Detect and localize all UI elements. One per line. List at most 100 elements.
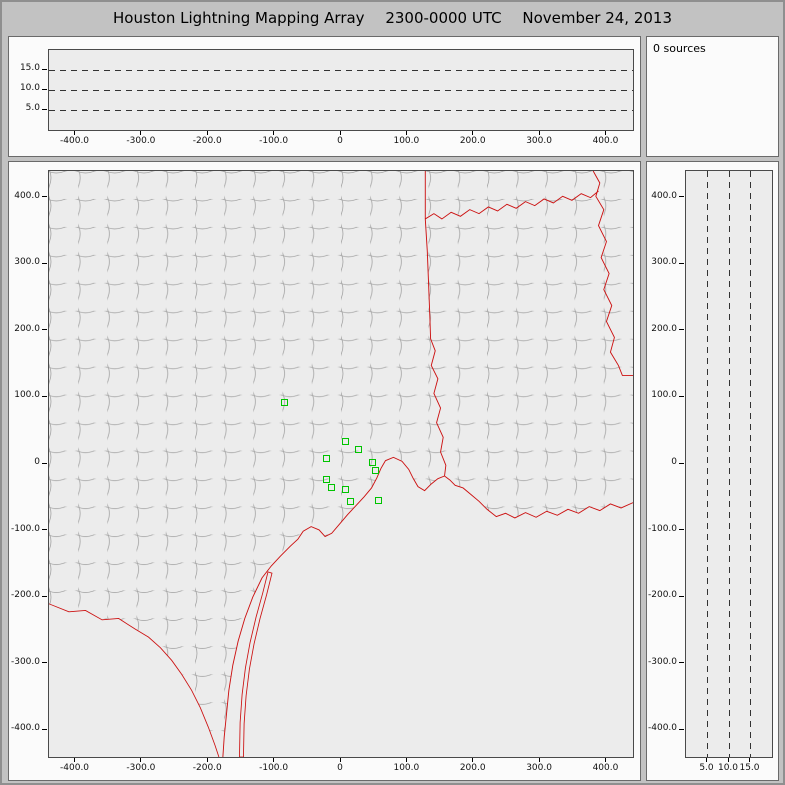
- y-tick-label: 300.0: [651, 257, 677, 268]
- x-tick-mark: [74, 758, 76, 762]
- x-tick-mark: [472, 758, 474, 762]
- lma-station-marker: [322, 475, 330, 483]
- x-tick-label: -300.0: [126, 763, 156, 773]
- y-tick-mark: [42, 529, 47, 531]
- x-tick-label: 300.0: [526, 763, 552, 773]
- x-tick-label: 100.0: [393, 763, 420, 773]
- y-tick-label: -100.0: [648, 523, 678, 534]
- y-tick-mark: [42, 395, 47, 397]
- x-tick-label: 300.0: [526, 136, 552, 146]
- lma-station-marker: [375, 497, 383, 505]
- y-tick-label: -200.0: [10, 590, 40, 601]
- y-tick-mark: [42, 68, 47, 70]
- barrier-island: [239, 571, 273, 757]
- y-tick-mark: [42, 662, 47, 664]
- x-tick-mark: [604, 131, 606, 135]
- y-tick-label: -100.0: [10, 523, 40, 534]
- x-tick-label: 10.0: [717, 763, 739, 773]
- x-tick-mark: [727, 758, 729, 762]
- lma-station-marker: [322, 455, 330, 463]
- x-tick-label: 200.0: [459, 136, 486, 146]
- plan-view-plot-area[interactable]: [48, 170, 634, 758]
- y-tick-mark: [42, 88, 47, 90]
- y-tick-label: 10.0: [19, 83, 40, 93]
- y-tick-mark: [42, 595, 47, 597]
- y-tick-mark: [42, 196, 47, 198]
- x-tick-mark: [74, 131, 76, 135]
- y-tick-label: 0: [34, 457, 40, 467]
- altitude-ns-plot-area[interactable]: [685, 170, 773, 758]
- x-tick-label: 0: [337, 136, 343, 146]
- x-tick-label: -200.0: [192, 136, 222, 146]
- map-svg: [49, 171, 633, 757]
- y-tick-label: 400.0: [14, 190, 40, 201]
- source-count-label: 0 sources: [653, 42, 706, 55]
- lma-station-marker: [327, 483, 335, 491]
- x-tick-label: 100.0: [393, 136, 420, 146]
- altitude-gridline: [728, 171, 730, 757]
- altitude-gridline: [707, 171, 708, 757]
- lma-station-marker: [347, 498, 355, 506]
- lma-station-marker: [355, 445, 363, 453]
- y-tick-mark: [679, 662, 684, 664]
- x-tick-mark: [140, 758, 142, 762]
- x-tick-mark: [538, 131, 540, 135]
- altitude-ew-plot-area[interactable]: [48, 49, 634, 131]
- x-tick-mark: [472, 131, 474, 135]
- lma-station-marker: [342, 485, 350, 493]
- panel-plan-view-map: -400.0 -300.0 -200.0 -100.0 0 100.0 200.0 300.0…: [8, 161, 641, 781]
- state-borders: [424, 171, 633, 477]
- x-tick-mark: [273, 131, 275, 135]
- y-tick-label: 200.0: [651, 323, 677, 334]
- altitude-gridline: [49, 69, 633, 71]
- y-tick-mark: [679, 728, 684, 730]
- rio-grande-river: [49, 603, 220, 757]
- x-tick-mark: [339, 131, 341, 135]
- x-tick-label: 400.0: [592, 763, 619, 773]
- y-tick-label: -400.0: [648, 723, 678, 734]
- x-tick-label: -100.0: [259, 763, 289, 773]
- lma-station-marker: [342, 437, 350, 445]
- y-tick-mark: [679, 262, 684, 264]
- y-tick-label: 400.0: [651, 190, 677, 201]
- x-tick-label: -100.0: [259, 136, 289, 146]
- y-tick-label: 15.0: [19, 63, 40, 73]
- y-tick-label: 0: [671, 457, 677, 467]
- page-title: Houston Lightning Mapping Array 2300-000…: [2, 9, 783, 27]
- y-tick-label: -200.0: [648, 590, 678, 601]
- coastline: [222, 456, 633, 757]
- y-tick-mark: [679, 595, 684, 597]
- x-tick-mark: [273, 758, 275, 762]
- y-tick-mark: [42, 262, 47, 264]
- x-tick-mark: [749, 758, 750, 762]
- y-tick-label: 5.0: [25, 103, 40, 113]
- altitude-gridline: [49, 109, 633, 111]
- y-tick-label: 100.0: [14, 390, 40, 401]
- y-tick-mark: [679, 395, 684, 397]
- x-tick-mark: [140, 131, 142, 135]
- x-tick-label: -300.0: [126, 136, 156, 146]
- y-tick-label: -300.0: [648, 656, 678, 667]
- x-tick-label: -200.0: [192, 763, 222, 773]
- title-time-range: 2300-0000 UTC: [385, 9, 502, 27]
- y-tick-label: 300.0: [14, 257, 40, 268]
- x-tick-label: -400.0: [60, 763, 90, 773]
- county-boundaries: [49, 171, 633, 757]
- y-tick-mark: [42, 108, 47, 110]
- x-tick-mark: [405, 758, 407, 762]
- y-tick-mark: [42, 329, 47, 331]
- y-tick-mark: [42, 728, 47, 730]
- title-date: November 24, 2013: [522, 9, 672, 27]
- lma-station-marker: [281, 399, 289, 407]
- y-tick-label: -400.0: [10, 723, 40, 734]
- x-tick-label: 0: [337, 763, 343, 773]
- altitude-gridline: [49, 89, 633, 91]
- panel-altitude-east-west: -400.0 -300.0 -200.0 -100.0 0 100.0 200.0 300.0…: [8, 36, 641, 157]
- altitude-gridline: [750, 171, 751, 757]
- x-tick-mark: [706, 758, 707, 762]
- x-tick-label: 400.0: [592, 136, 619, 146]
- lma-station-marker: [372, 467, 379, 475]
- y-tick-label: 200.0: [14, 323, 40, 334]
- y-tick-mark: [42, 462, 47, 464]
